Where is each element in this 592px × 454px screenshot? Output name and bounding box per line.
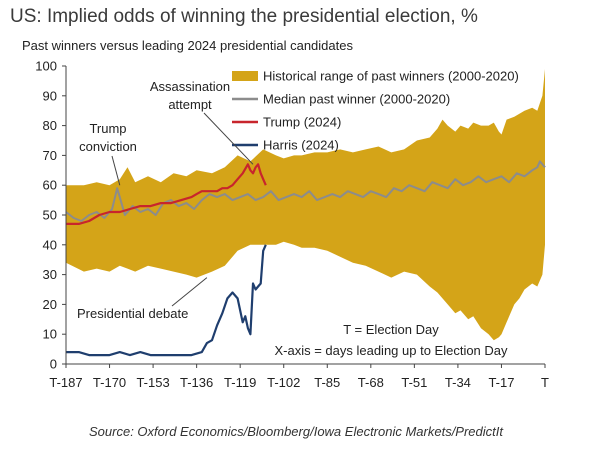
x-tick-label: T-119 [224, 375, 256, 390]
annotation-presidential-debate: Presidential debate [77, 306, 188, 321]
note-election-day: T = Election Day [343, 322, 439, 337]
x-tick-label: T-68 [358, 375, 384, 390]
annotation-trump-conviction: Trump [89, 121, 126, 136]
y-tick-label: 40 [43, 237, 57, 252]
harris-line [66, 244, 267, 357]
legend-label: Harris (2024) [263, 138, 339, 153]
historical-range-area [66, 69, 545, 341]
y-tick-label: 80 [43, 118, 57, 133]
legend-label: Historical range of past winners (2000-2… [263, 69, 519, 84]
x-tick-label: T-51 [401, 375, 427, 390]
source-note: Source: Oxford Economics/Bloomberg/Iowa … [89, 424, 503, 439]
y-tick-label: 90 [43, 88, 57, 103]
y-tick-label: 10 [43, 327, 57, 342]
chart-subtitle: Past winners versus leading 2024 preside… [22, 38, 353, 53]
note-x-axis: X-axis = days leading up to Election Day [274, 343, 508, 358]
y-tick-label: 60 [43, 178, 57, 193]
annotation-assassination-attempt: Assassination [150, 79, 230, 94]
x-tick-label: T-34 [445, 375, 471, 390]
x-tick-label: T-170 [93, 375, 126, 390]
y-tick-label: 100 [35, 59, 57, 74]
y-tick-label: 0 [50, 357, 57, 372]
x-tick-label: T-187 [49, 375, 82, 390]
y-tick-label: 30 [43, 267, 57, 282]
annotation-trump-conviction: conviction [79, 139, 137, 154]
y-tick-label: 50 [43, 208, 57, 223]
x-tick-label: T [541, 375, 549, 390]
y-tick-label: 70 [43, 148, 57, 163]
x-tick-label: T-153 [136, 375, 169, 390]
x-tick-label: T-102 [267, 375, 300, 390]
chart-title: US: Implied odds of winning the presiden… [10, 6, 478, 27]
x-tick-label: T-85 [314, 375, 340, 390]
trump-line [66, 163, 267, 225]
x-tick-label: T-136 [180, 375, 213, 390]
annotation-arrow [203, 112, 254, 165]
annotation-assassination-attempt: attempt [168, 97, 212, 112]
x-tick-label: T-17 [488, 375, 514, 390]
legend-swatch-range [232, 71, 258, 81]
median-past-winner-line [65, 160, 546, 222]
legend-label: Trump (2024) [263, 115, 341, 130]
legend-label: Median past winner (2000-2020) [263, 92, 450, 107]
y-tick-label: 20 [43, 297, 57, 312]
annotation-arrow [171, 277, 208, 307]
annotation-arrow [111, 155, 121, 186]
